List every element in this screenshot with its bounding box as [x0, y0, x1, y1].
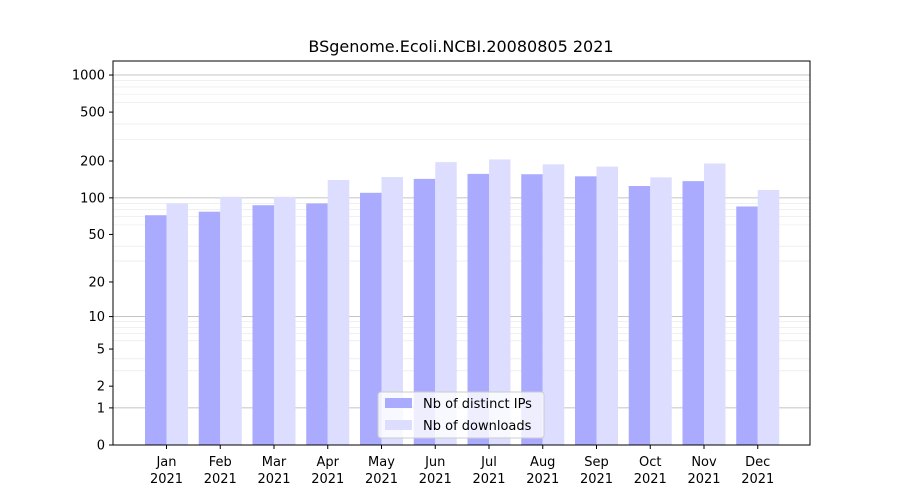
x-tick-label-month: Dec — [745, 455, 770, 470]
y-tick-label: 200 — [80, 155, 105, 170]
x-tick-label-year: 2021 — [687, 472, 720, 487]
y-axis: 0 1 2 5 10 20 50 100 200 500 1000 — [72, 69, 113, 454]
bar-downloads — [489, 159, 511, 445]
x-tick-label-year: 2021 — [311, 472, 344, 487]
x-axis: Jan 2021 Feb 2021 Mar 2021 Apr 2021 May 2021 Jun 20… — [150, 445, 774, 487]
y-tick-label: 1 — [97, 401, 105, 416]
bar-distinct-ips — [736, 206, 758, 445]
bar-distinct-ips — [145, 215, 167, 445]
legend: Nb of distinct IPs Nb of downloads — [377, 391, 545, 439]
x-tick-label-year: 2021 — [526, 472, 559, 487]
bar-distinct-ips — [682, 181, 704, 445]
bars — [145, 159, 780, 446]
y-tick-label: 20 — [88, 275, 105, 290]
y-tick-label: 50 — [88, 228, 105, 243]
y-tick-label: 10 — [88, 310, 105, 325]
bar-distinct-ips — [413, 178, 436, 445]
bar-downloads — [435, 162, 457, 445]
x-tick-label-year: 2021 — [257, 472, 290, 487]
bar-distinct-ips — [575, 176, 597, 445]
x-tick-label-month: Jul — [480, 455, 497, 470]
bar-downloads — [381, 177, 403, 445]
y-tick-label: 0 — [97, 439, 105, 454]
bar-distinct-ips — [521, 174, 543, 445]
legend-label-downloads: Nb of downloads — [423, 419, 532, 434]
x-tick-label-year: 2021 — [204, 472, 237, 487]
x-tick-label-month: Aug — [530, 455, 555, 470]
x-tick-label-year: 2021 — [580, 472, 613, 487]
legend-swatch-downloads — [385, 420, 412, 430]
x-tick-label-month: Sep — [584, 455, 609, 470]
bar-distinct-ips — [198, 211, 221, 445]
legend-box — [377, 391, 545, 439]
bar-downloads — [220, 196, 242, 445]
bar-downloads — [166, 203, 188, 445]
y-tick-label: 500 — [80, 106, 105, 121]
bar-downloads — [274, 196, 296, 445]
x-tick-label-month: Oct — [639, 455, 661, 470]
chart-title: BSgenome.Ecoli.NCBI.20080805 2021 — [308, 37, 613, 56]
bar-distinct-ips — [628, 186, 651, 446]
x-tick-label-year: 2021 — [419, 472, 452, 487]
x-tick-label-month: Jun — [424, 455, 445, 470]
x-tick-label-month: Nov — [691, 455, 717, 470]
x-tick-label-month: Mar — [262, 455, 287, 470]
plot-frame — [112, 60, 811, 446]
x-tick-label-year: 2021 — [365, 472, 398, 487]
bar-downloads — [596, 166, 618, 445]
x-tick-label-year: 2021 — [634, 472, 667, 487]
x-tick-label-month: May — [368, 455, 395, 470]
bar-distinct-ips — [360, 192, 382, 445]
legend-label-distinct-ips: Nb of distinct IPs — [423, 397, 532, 412]
x-tick-label-month: Feb — [209, 455, 232, 470]
y-tick-label: 1000 — [72, 69, 105, 84]
x-tick-label-month: Apr — [317, 455, 340, 470]
bar-downloads — [327, 179, 350, 445]
bar-downloads — [704, 163, 726, 445]
bar-downloads — [757, 189, 780, 445]
bar-downloads — [650, 177, 672, 446]
legend-swatch-distinct-ips — [385, 398, 412, 408]
x-tick-label-month: Jan — [155, 455, 176, 470]
x-tick-label-year: 2021 — [741, 472, 774, 487]
y-tick-label: 5 — [97, 343, 105, 358]
x-tick-label-year: 2021 — [150, 472, 183, 487]
y-tick-label: 2 — [97, 380, 105, 395]
y-tick-label: 100 — [80, 191, 105, 206]
bar-distinct-ips — [467, 173, 489, 445]
x-tick-label-year: 2021 — [472, 472, 505, 487]
bar-distinct-ips — [306, 203, 328, 445]
bar-downloads — [542, 164, 565, 445]
bar-distinct-ips — [252, 205, 274, 445]
